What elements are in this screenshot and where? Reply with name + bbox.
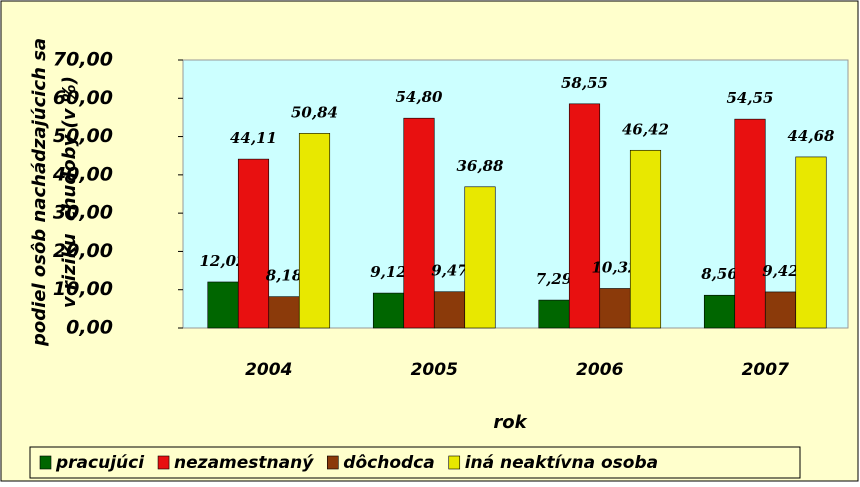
y-tick-label: 20,00 [53,240,113,262]
bar [372,292,405,329]
value-label: 10,32 [592,258,639,276]
value-label: 44,68 [788,127,836,145]
x-tick-label: 2006 [576,360,623,380]
value-label: 12,02 [200,252,247,270]
bar [538,299,570,329]
bar [464,186,496,329]
bar [568,103,601,329]
bar [599,288,631,329]
x-tick-label: 2005 [411,360,458,380]
legend-swatch [157,455,170,470]
legend-swatch [326,455,339,470]
legend-label: nezamestnaný [174,453,314,473]
value-label: 58,55 [561,74,608,92]
value-label: 36,88 [457,157,505,175]
bar [268,296,300,329]
y-tick-label: 60,00 [53,87,113,109]
bar [734,118,766,329]
bar [433,291,466,329]
value-label: 8,56 [701,265,738,283]
value-label: 54,80 [396,88,444,106]
bar [703,294,736,329]
y-tick-label: 30,00 [53,202,113,224]
value-label: 9,47 [431,262,468,280]
y-axis-title-line: v riziku chudoby (v %) [59,76,80,308]
x-tick-label: 2004 [245,360,292,380]
legend-swatch [39,455,52,470]
bar [403,117,435,329]
y-tick-label: 70,00 [53,49,113,71]
bar [764,291,797,329]
value-label: 8,18 [266,267,303,285]
bar [207,281,239,329]
y-axis-title-line: podiel osôb nachádzajúcich sa [29,38,50,347]
y-tick-label: 40,00 [52,163,113,185]
value-label: 44,11 [230,129,277,147]
legend-label: iná neaktívna osoba [465,453,658,473]
value-label: 7,29 [536,270,573,288]
x-axis-title: rok [493,412,527,433]
legend-label: pracujúci [55,453,145,473]
y-tick-label: 50,00 [53,125,113,147]
value-label: 46,42 [622,120,669,138]
y-tick-label: 10,00 [53,278,113,300]
legend-label: dôchodca [343,453,434,473]
bar [629,149,662,329]
value-label: 50,84 [291,103,338,121]
y-axis-title: podiel osôb nachádzajúcich sa v riziku c… [29,38,80,347]
legend-swatch [448,455,461,470]
value-label: 9,12 [370,263,407,281]
bar [795,156,827,329]
value-label: 9,42 [762,262,799,280]
value-label: 54,55 [727,89,774,107]
y-tick-label: 0,00 [66,317,113,339]
x-tick-label: 2007 [742,360,789,380]
bar [298,133,331,329]
bar [237,158,270,329]
